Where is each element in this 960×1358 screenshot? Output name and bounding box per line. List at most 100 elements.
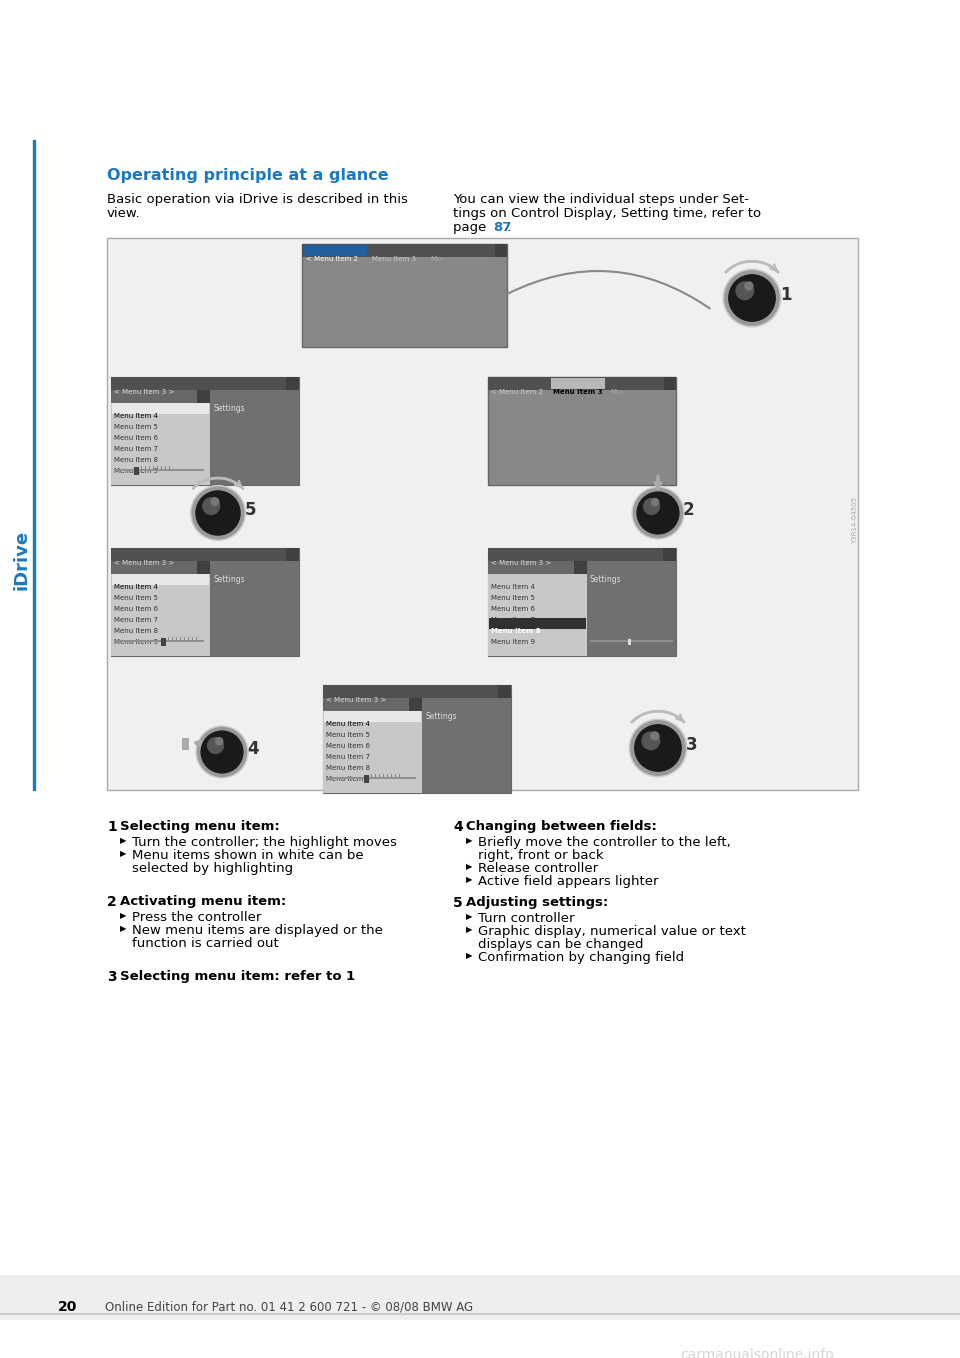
Bar bbox=[323, 684, 511, 793]
Text: Menu Item 7: Menu Item 7 bbox=[326, 754, 370, 760]
Text: 5: 5 bbox=[453, 896, 463, 910]
Text: 1: 1 bbox=[780, 285, 792, 304]
Text: ▶: ▶ bbox=[466, 875, 472, 884]
Text: Menu items shown in white can be: Menu items shown in white can be bbox=[132, 849, 364, 862]
Text: Changing between fields:: Changing between fields: bbox=[466, 820, 657, 832]
Text: view.: view. bbox=[107, 206, 140, 220]
Bar bbox=[409, 698, 422, 712]
Text: Settings: Settings bbox=[425, 712, 457, 721]
Bar bbox=[111, 390, 210, 485]
Bar bbox=[286, 549, 299, 561]
Circle shape bbox=[211, 498, 219, 505]
Text: ▶: ▶ bbox=[466, 837, 472, 845]
Text: Menu Item 3: Menu Item 3 bbox=[553, 388, 603, 395]
Text: Confirmation by changing field: Confirmation by changing field bbox=[478, 951, 684, 964]
Bar bbox=[383, 774, 384, 778]
Bar bbox=[590, 640, 673, 642]
Circle shape bbox=[198, 728, 247, 777]
Text: Menu Item 9: Menu Item 9 bbox=[114, 469, 158, 474]
Text: tings on Control Display, Setting time, refer to: tings on Control Display, Setting time, … bbox=[453, 206, 761, 220]
Text: Menu Item 8: Menu Item 8 bbox=[114, 627, 158, 634]
Text: 1: 1 bbox=[346, 970, 355, 983]
Bar bbox=[498, 684, 511, 698]
Circle shape bbox=[215, 737, 223, 744]
Bar bbox=[134, 467, 139, 475]
Bar bbox=[165, 466, 166, 470]
Bar bbox=[196, 637, 197, 641]
Bar bbox=[184, 637, 185, 641]
Circle shape bbox=[192, 488, 244, 539]
Text: < Menu Item 3 >: < Menu Item 3 > bbox=[326, 697, 386, 703]
Text: Menu Item 3: Menu Item 3 bbox=[372, 257, 416, 262]
Bar bbox=[587, 561, 676, 656]
Text: selected by highlighting: selected by highlighting bbox=[132, 862, 293, 875]
Circle shape bbox=[745, 282, 753, 291]
Circle shape bbox=[634, 489, 683, 538]
Text: Turn controller: Turn controller bbox=[478, 913, 574, 925]
Text: < Menu Item 2: < Menu Item 2 bbox=[491, 388, 543, 395]
Text: Briefly move the controller to the left,: Briefly move the controller to the left, bbox=[478, 837, 731, 849]
Text: Settings: Settings bbox=[213, 403, 245, 413]
Bar bbox=[161, 638, 166, 646]
Circle shape bbox=[196, 492, 240, 535]
Text: page: page bbox=[453, 221, 491, 234]
Bar bbox=[169, 466, 170, 470]
Text: function is carried out: function is carried out bbox=[132, 937, 278, 951]
Text: Menu Item 4: Menu Item 4 bbox=[114, 413, 157, 420]
Text: Graphic display, numerical value or text: Graphic display, numerical value or text bbox=[478, 925, 746, 938]
Bar bbox=[495, 244, 507, 257]
Bar bbox=[551, 378, 605, 388]
Text: Active field appears lighter: Active field appears lighter bbox=[478, 875, 659, 888]
Text: Menu Item 6: Menu Item 6 bbox=[326, 743, 370, 750]
Bar bbox=[488, 549, 676, 656]
Bar bbox=[387, 774, 388, 778]
Circle shape bbox=[629, 720, 686, 777]
Text: Basic operation via iDrive is described in this: Basic operation via iDrive is described … bbox=[107, 193, 408, 206]
Bar bbox=[364, 775, 369, 784]
Bar bbox=[323, 698, 422, 712]
Bar bbox=[182, 737, 189, 750]
Text: iDrive: iDrive bbox=[13, 530, 31, 591]
Text: < Menu Item 3 >: < Menu Item 3 > bbox=[114, 388, 175, 395]
Text: ▶: ▶ bbox=[120, 911, 127, 919]
Bar bbox=[663, 549, 676, 561]
Text: Menu Item 7: Menu Item 7 bbox=[114, 617, 158, 623]
Circle shape bbox=[635, 725, 682, 771]
Bar bbox=[111, 549, 299, 561]
Text: Menu Item 4: Menu Item 4 bbox=[326, 721, 370, 727]
Bar bbox=[111, 561, 210, 574]
Text: Menu Item 4: Menu Item 4 bbox=[491, 584, 535, 589]
Text: < Menu Item 3 >: < Menu Item 3 > bbox=[491, 559, 551, 566]
Text: Menu Item 5: Menu Item 5 bbox=[326, 732, 370, 737]
Bar bbox=[302, 244, 507, 257]
Text: Press the controller: Press the controller bbox=[132, 911, 261, 923]
Text: 1: 1 bbox=[107, 820, 117, 834]
Circle shape bbox=[196, 727, 248, 778]
Text: Y3R14-04505: Y3R14-04505 bbox=[852, 497, 858, 543]
Bar bbox=[664, 378, 676, 390]
Text: Menu Item 8: Menu Item 8 bbox=[326, 765, 370, 771]
Text: < Menu Item 3 >: < Menu Item 3 > bbox=[114, 559, 175, 566]
Text: Adjusting settings:: Adjusting settings: bbox=[466, 896, 609, 909]
Text: Menu Item 5: Menu Item 5 bbox=[114, 595, 157, 602]
Text: displays can be changed: displays can be changed bbox=[478, 938, 643, 951]
Bar bbox=[33, 140, 35, 790]
Bar bbox=[192, 637, 193, 641]
Text: Menu Item 6: Menu Item 6 bbox=[114, 606, 158, 612]
Text: 5: 5 bbox=[245, 501, 256, 519]
Bar bbox=[379, 774, 380, 778]
Bar bbox=[168, 637, 169, 641]
Circle shape bbox=[652, 498, 659, 505]
Text: Menu Item 6: Menu Item 6 bbox=[491, 606, 535, 612]
Circle shape bbox=[723, 269, 780, 327]
Circle shape bbox=[651, 732, 659, 740]
Text: 4: 4 bbox=[247, 740, 258, 758]
Text: 2: 2 bbox=[683, 501, 694, 519]
Bar bbox=[172, 637, 173, 641]
Bar bbox=[324, 712, 421, 722]
Bar bbox=[488, 378, 676, 390]
Bar bbox=[111, 378, 299, 390]
Circle shape bbox=[191, 486, 246, 540]
Bar bbox=[323, 684, 511, 698]
Text: 4: 4 bbox=[453, 820, 463, 834]
